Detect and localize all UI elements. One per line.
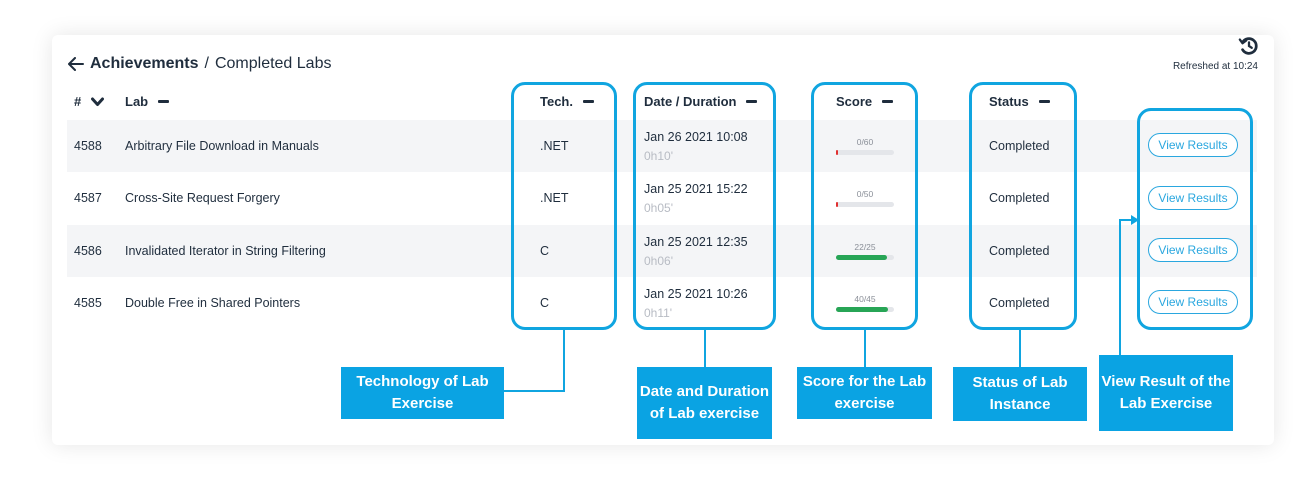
tech-label: Tech. — [540, 94, 573, 109]
row-status: Completed — [989, 296, 1050, 310]
row-lab-name: Cross-Site Request Forgery — [125, 191, 280, 205]
row-tech: C — [540, 244, 550, 258]
score-fill — [836, 202, 838, 207]
column-header-status: Status — [989, 94, 1050, 109]
table-row — [67, 225, 1257, 277]
row-score-text: 40/45 — [854, 294, 876, 304]
column-header-num: # — [74, 94, 105, 109]
row-id: 4586 — [74, 244, 102, 258]
row-duration: 0h06' — [644, 254, 673, 268]
view-results-button[interactable]: View Results — [1148, 186, 1238, 210]
callout-technology: Technology of Lab Exercise — [341, 367, 504, 419]
row-date: Jan 26 2021 10:08 — [644, 130, 748, 144]
status-column-highlight — [969, 82, 1077, 330]
column-header-date: Date / Duration — [644, 94, 758, 109]
row-status: Completed — [989, 139, 1050, 153]
connector-line — [503, 390, 565, 392]
view-results-button[interactable]: View Results — [1148, 133, 1238, 157]
view-column-highlight — [1137, 108, 1253, 330]
row-lab-name: Invalidated Iterator in String Filtering — [125, 244, 326, 258]
row-id: 4585 — [74, 296, 102, 310]
arrowhead-icon — [1131, 215, 1139, 225]
score-column-highlight — [811, 82, 918, 330]
score-label: Score — [836, 94, 873, 109]
row-score-text: 22/25 — [854, 242, 876, 252]
collapse-status-icon[interactable] — [1038, 100, 1050, 103]
row-tech: C — [540, 296, 550, 310]
row-id: 4587 — [74, 191, 102, 205]
score-fill — [836, 255, 888, 260]
connector-line — [1119, 220, 1121, 356]
collapse-tech-icon[interactable] — [583, 100, 594, 103]
tech-column-highlight — [511, 82, 617, 330]
arrow-left-icon[interactable] — [68, 57, 84, 71]
score-fill — [836, 150, 838, 155]
connector-line — [704, 330, 706, 367]
row-score-text: 0/50 — [856, 189, 874, 199]
chevron-down-icon[interactable] — [91, 97, 105, 107]
connector-line — [864, 330, 866, 367]
row-date: Jan 25 2021 12:35 — [644, 235, 748, 249]
row-status: Completed — [989, 191, 1050, 205]
callout-score: Score for the Lab exercise — [797, 367, 932, 419]
row-date: Jan 25 2021 15:22 — [644, 182, 748, 196]
callout-status: Status of Lab Instance — [953, 367, 1087, 421]
breadcrumb: Achievements / Completed Labs — [68, 55, 331, 73]
breadcrumb-achievements[interactable]: Achievements — [90, 55, 199, 72]
score-progress-bar — [836, 307, 894, 312]
date-column-highlight — [633, 82, 776, 330]
row-id: 4588 — [74, 139, 102, 153]
row-tech: .NET — [540, 139, 569, 153]
score-progress-bar — [836, 202, 894, 207]
lab-label: Lab — [125, 94, 149, 109]
history-icon[interactable] — [1238, 35, 1260, 57]
callout-date-duration: Date and Duration of Lab exercise — [637, 367, 772, 439]
score-progress-bar — [836, 150, 894, 155]
row-duration: 0h05' — [644, 201, 673, 215]
connector-line — [563, 330, 565, 392]
connector-line — [1119, 219, 1135, 221]
row-status: Completed — [989, 244, 1050, 258]
score-progress-bar — [836, 255, 894, 260]
table-row — [67, 120, 1257, 172]
row-lab-name: Arbitrary File Download in Manuals — [125, 139, 319, 153]
status-label: Status — [989, 94, 1029, 109]
connector-line — [1019, 330, 1021, 367]
refreshed-timestamp: Refreshed at 10:24 — [1172, 61, 1258, 72]
row-lab-name: Double Free in Shared Pointers — [125, 296, 301, 310]
collapse-lab-icon[interactable] — [158, 100, 170, 103]
callout-view-results: View Result of the Lab Exercise — [1099, 355, 1233, 431]
row-date: Jan 25 2021 10:26 — [644, 287, 748, 301]
row-score-text: 0/60 — [856, 137, 874, 147]
collapse-score-icon[interactable] — [882, 100, 894, 103]
view-results-button[interactable]: View Results — [1148, 238, 1238, 262]
row-duration: 0h10' — [644, 149, 673, 163]
collapse-date-icon[interactable] — [746, 100, 758, 103]
num-label: # — [74, 94, 82, 109]
column-header-lab: Lab — [125, 94, 170, 109]
view-results-button[interactable]: View Results — [1148, 290, 1238, 314]
row-tech: .NET — [540, 191, 569, 205]
column-header-score: Score — [836, 94, 894, 109]
breadcrumb-separator: / — [204, 55, 209, 72]
breadcrumb-completed-labs: Completed Labs — [214, 55, 332, 72]
column-header-tech: Tech. — [540, 94, 594, 109]
row-duration: 0h11' — [644, 306, 673, 320]
date-label: Date / Duration — [644, 94, 737, 109]
score-fill — [836, 307, 888, 312]
